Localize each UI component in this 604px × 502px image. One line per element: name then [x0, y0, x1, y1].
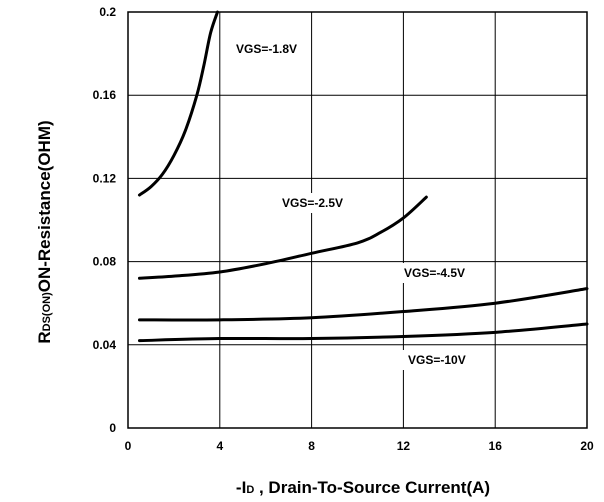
- series-label: VGS=-10V: [408, 353, 466, 367]
- series-label: VGS=-4.5V: [404, 266, 465, 280]
- y-tick-label: 0.2: [99, 5, 116, 19]
- series-label: VGS=-1.8V: [236, 42, 297, 56]
- y-tick-label: 0: [109, 421, 116, 435]
- x-tick-label: 4: [216, 439, 223, 453]
- x-tick-label: 16: [489, 439, 503, 453]
- y-tick-label: 0.16: [93, 88, 117, 102]
- y-tick-label: 0.12: [93, 171, 117, 185]
- x-axis-label: -ID , Drain-To-Source Current(A): [236, 478, 490, 497]
- series-label-background: [396, 263, 474, 283]
- series-label-background: [400, 350, 474, 370]
- y-tick-label: 0.04: [93, 338, 117, 352]
- x-tick-label: 8: [308, 439, 315, 453]
- series-line: [137, 322, 589, 343]
- series-group: [137, 10, 589, 343]
- series-label: VGS=-2.5V: [282, 196, 343, 210]
- y-tick-label: 0.08: [93, 255, 117, 269]
- grid-lines: [128, 12, 587, 428]
- series-label-background: [274, 193, 352, 213]
- series-line: [137, 10, 220, 197]
- series-line: [137, 195, 428, 280]
- series-label-background: [228, 39, 306, 59]
- series-labels: VGS=-1.8V VGS=-2.5V VGS=-4.5V VGS=-10V: [228, 39, 474, 370]
- x-tick-label: 0: [125, 439, 132, 453]
- x-tick-label: 20: [580, 439, 594, 453]
- x-tick-labels: 0 4 8 12 16 20: [125, 439, 594, 453]
- y-tick-labels: 0 0.04 0.08 0.12 0.16 0.2: [93, 5, 117, 435]
- series-line: [137, 287, 589, 322]
- plot-area-frame: [127, 11, 588, 429]
- y-axis-label: RDS(ON)ON-Resistance(OHM): [35, 120, 54, 343]
- x-tick-label: 12: [397, 439, 411, 453]
